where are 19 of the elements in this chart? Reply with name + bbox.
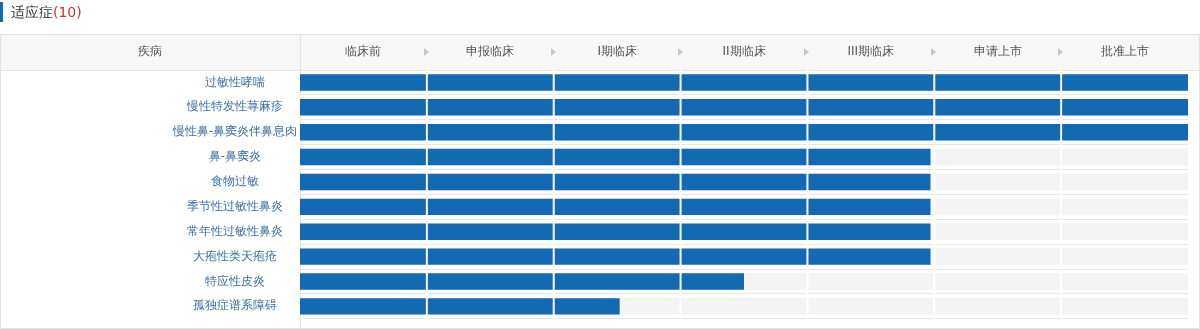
y-tick-label: 特应性皮炎 bbox=[204, 273, 265, 288]
text: 临床前 bbox=[345, 44, 382, 59]
y-tick-label: 常年性过敏性鼻炎 bbox=[186, 223, 283, 238]
text: 批准上市 bbox=[1100, 44, 1149, 59]
y-tick-label: 大疱性类天疱疮 bbox=[192, 248, 277, 263]
text: II期临床 bbox=[722, 44, 766, 59]
text: 申报临床 bbox=[466, 44, 515, 59]
text: 申请上市 bbox=[973, 44, 1022, 59]
y-tick-label: 鼻-鼻窦炎 bbox=[208, 149, 262, 164]
y-tick-label: 过敏性哮喘 bbox=[204, 74, 265, 89]
text: I期临床 bbox=[597, 44, 637, 59]
y-tick-label: 孤独症谱系障碍 bbox=[192, 298, 277, 313]
y-tick-label: 慢性特发性荨麻疹 bbox=[185, 99, 283, 114]
text: III期临床 bbox=[847, 44, 895, 59]
y-axis-title: 疾病 bbox=[138, 44, 162, 59]
y-tick-label: 季节性过敏性鼻炎 bbox=[186, 198, 283, 213]
text: 适应症(10) bbox=[0, 2, 82, 22]
y-tick-label: 食物过敏 bbox=[210, 174, 259, 189]
y-tick-label: 慢性鼻-鼻窦炎伴鼻息肉 bbox=[171, 124, 298, 139]
